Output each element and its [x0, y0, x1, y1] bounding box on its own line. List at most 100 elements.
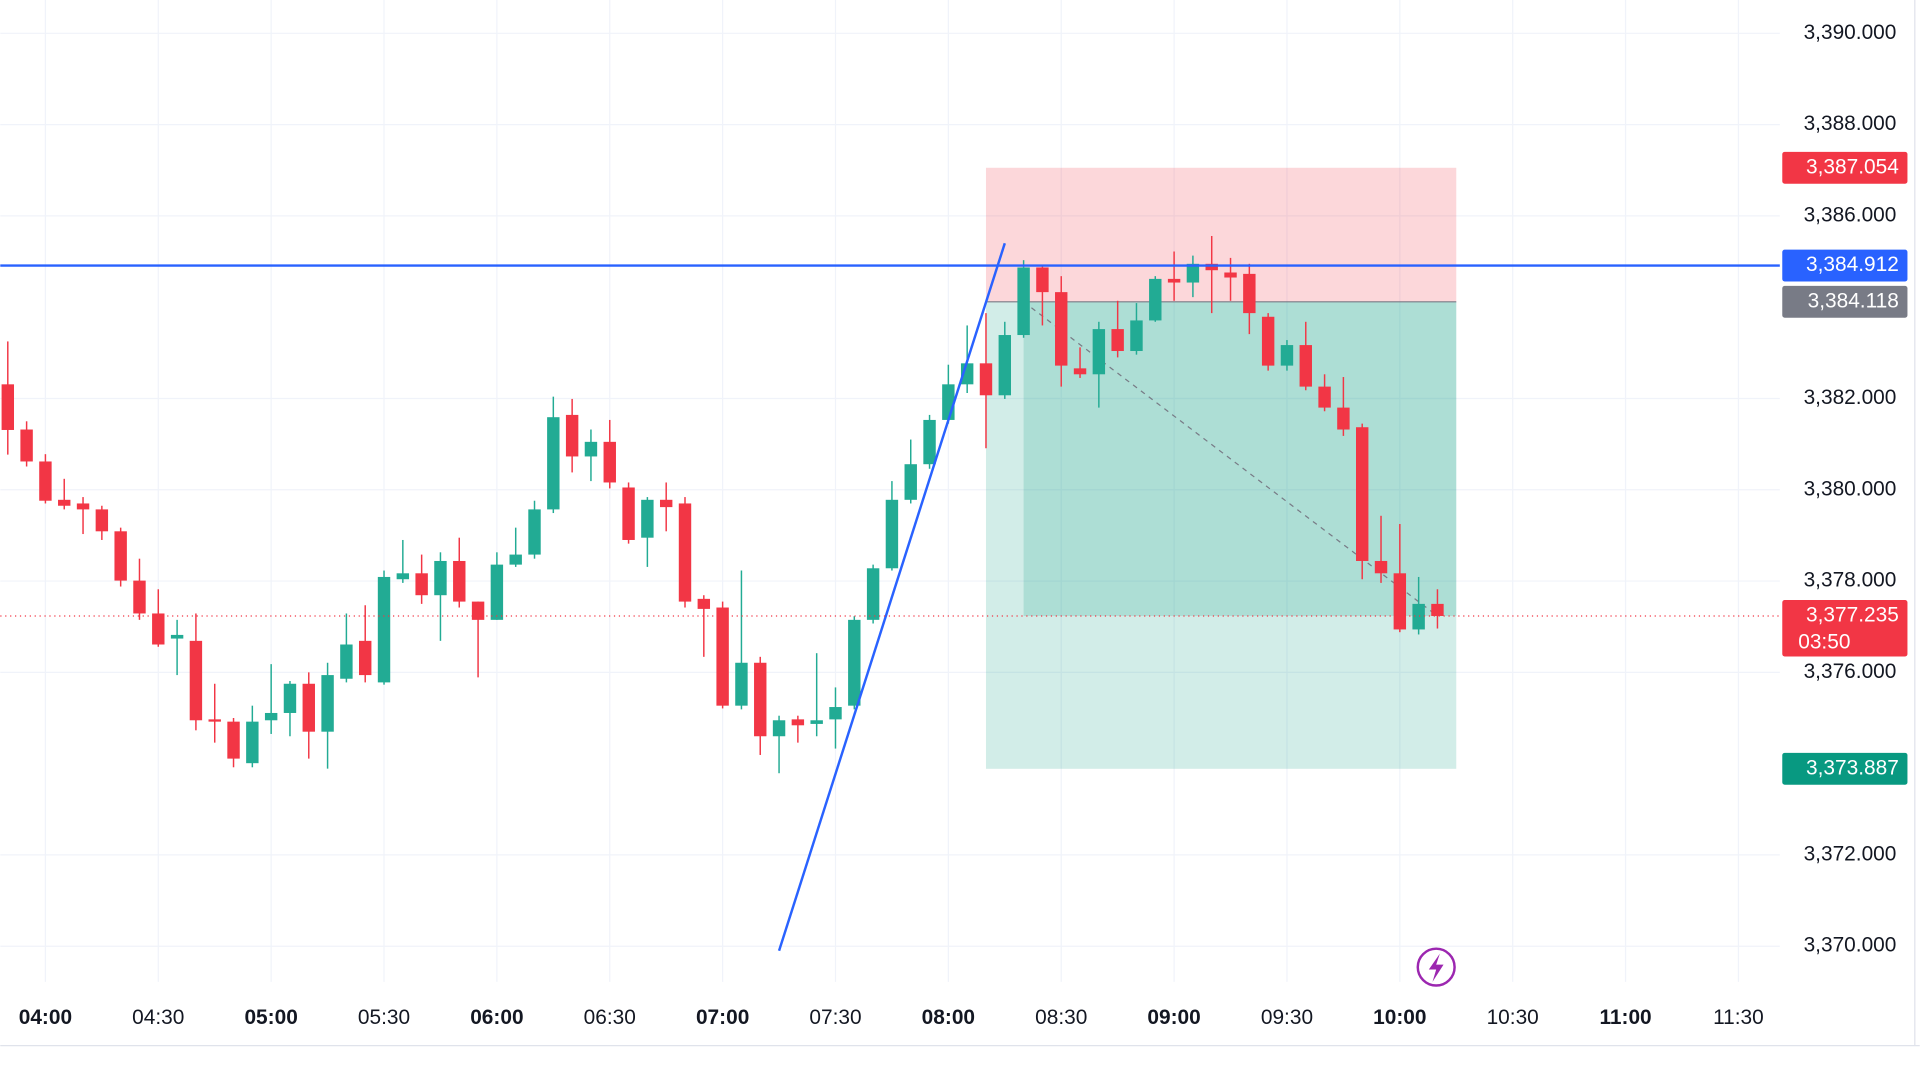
candle-body [829, 707, 842, 720]
candle-body [208, 719, 221, 722]
x-tick-label: 04:30 [132, 1006, 184, 1029]
grid [0, 0, 1780, 982]
current-price-label-countdown: 03:50 [1798, 630, 1850, 653]
stop-price-label-bg [1782, 151, 1908, 184]
alert-button[interactable] [1416, 947, 1456, 987]
candle-body [697, 598, 711, 609]
profit-fill[interactable] [1023, 301, 1457, 616]
candle-body [133, 580, 146, 614]
candle-body [1055, 292, 1068, 366]
candle-body [904, 464, 917, 500]
candle-body [302, 683, 315, 732]
current-price-label: 3,377.235 [1806, 603, 1899, 626]
candle-body [1186, 263, 1200, 283]
candle-body [885, 499, 899, 569]
y-tick-label: 3,370.000 [1804, 934, 1897, 957]
candle-body [377, 576, 391, 683]
candle-body [453, 560, 466, 602]
candle-body [1149, 278, 1162, 321]
trend-line[interactable] [777, 242, 1006, 952]
position-tool[interactable] [985, 167, 1457, 769]
x-tick-label: 09:30 [1261, 1006, 1313, 1029]
candle-body [622, 487, 635, 540]
stop-zone[interactable] [985, 167, 1457, 302]
y-tick-label: 3,388.000 [1804, 112, 1897, 135]
alert-icon-bolt[interactable] [1428, 953, 1444, 982]
candle-body [76, 503, 90, 510]
candle-body [772, 720, 786, 737]
line-price-label: 3,384.912 [1806, 253, 1899, 276]
candle-body [1, 384, 15, 430]
candle-body [641, 499, 654, 538]
candle-body [246, 721, 259, 764]
position-path [1023, 301, 1438, 617]
candle-body [471, 601, 485, 620]
candle-body [114, 531, 127, 581]
candle-body [942, 384, 955, 420]
target-zone[interactable] [985, 301, 1457, 769]
candle-body [998, 335, 1012, 396]
candle-body [1374, 560, 1388, 574]
candle-body [1036, 267, 1049, 293]
x-tick-label: 05:00 [244, 1006, 297, 1029]
candle-body [754, 662, 767, 737]
candle-body [528, 509, 541, 555]
candle-body [1073, 368, 1087, 375]
candle-body [1205, 263, 1218, 271]
y-tick-label: 3,390.000 [1804, 21, 1897, 44]
candle-body [189, 640, 203, 721]
candle-body [39, 461, 52, 501]
x-tick-label: 08:30 [1035, 1006, 1087, 1029]
candle-body [547, 417, 560, 510]
candle-body [415, 573, 428, 596]
x-tick-label: 10:00 [1373, 1006, 1426, 1029]
candle-body [603, 441, 616, 483]
y-tick-label: 3,380.000 [1804, 477, 1897, 500]
candle-body [509, 554, 522, 565]
candle-body [1337, 407, 1350, 430]
target-price-label-bg [1782, 752, 1908, 785]
x-tick-label: 05:30 [358, 1006, 410, 1029]
candle-body [979, 363, 993, 396]
candle-body [923, 419, 936, 465]
candle-body [1318, 386, 1331, 408]
drawings [0, 242, 1780, 952]
candle-body [434, 560, 447, 596]
x-tick-label: 11:30 [1713, 1006, 1764, 1029]
x-tick-label: 06:00 [470, 1006, 523, 1029]
candle-body [678, 503, 692, 602]
entry-price-label: 3,384.118 [1808, 289, 1899, 312]
candle-body [152, 613, 165, 645]
candle-body [227, 721, 240, 759]
entry-price-label-bg [1782, 285, 1908, 318]
x-tick-label: 06:30 [584, 1006, 636, 1029]
candle-body [58, 499, 71, 506]
candle-body [359, 640, 372, 676]
candle-body [95, 509, 109, 532]
candle-body [866, 568, 880, 620]
candle-body [1224, 272, 1237, 278]
candle-body [1393, 573, 1407, 630]
candle-body [565, 414, 579, 457]
candle-body [20, 429, 33, 462]
candles [1, 235, 1444, 774]
candle-body [791, 719, 805, 726]
candle-body [1431, 603, 1444, 616]
candle-body [1017, 267, 1030, 336]
axes: 3,370.000 3,372.000 3,376.000 3,378.000 3,38… [19, 21, 1908, 1029]
candle-body [735, 662, 748, 706]
current-price-label-bg [1782, 600, 1908, 657]
candle-body [490, 564, 504, 620]
candle-body [1111, 329, 1124, 352]
line-price-label-bg [1782, 249, 1908, 282]
candle-body [1130, 320, 1143, 352]
candle-body [810, 720, 823, 724]
x-tick-label: 07:00 [696, 1006, 749, 1029]
x-tick-label: 10:30 [1487, 1006, 1539, 1029]
stop-price-label: 3,387.054 [1806, 155, 1899, 178]
x-tick-label: 07:30 [809, 1006, 861, 1029]
y-tick-label: 3,376.000 [1804, 660, 1897, 683]
